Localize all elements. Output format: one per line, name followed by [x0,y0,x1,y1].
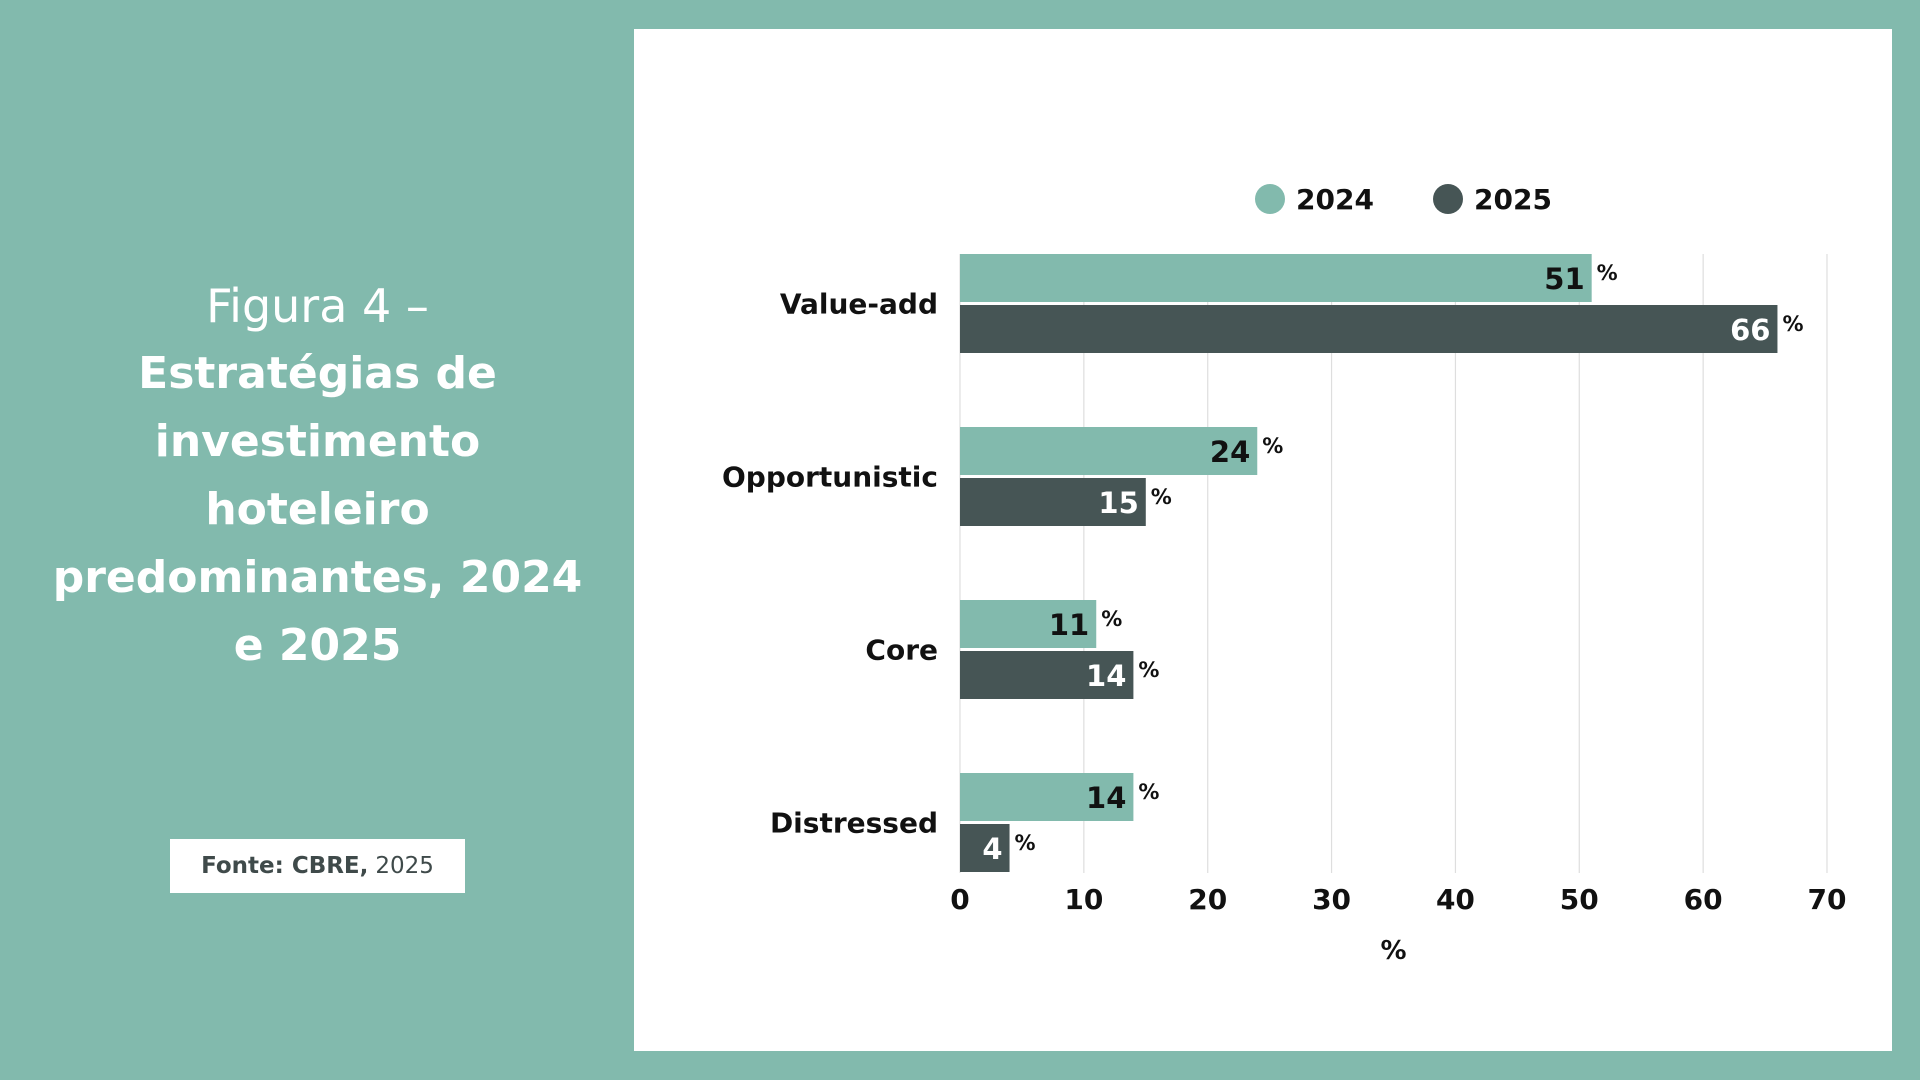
legend-marker-2024 [1255,184,1285,214]
legend-marker-2025 [1433,184,1463,214]
data-label-opportunistic-2025: 15 [1098,486,1138,520]
x-tick-label-0: 0 [950,883,969,916]
bar-distressed-2024 [960,773,1134,821]
data-label-value-add-2025: 66 [1730,313,1770,347]
source-year: 2025 [375,853,434,879]
source-box: Fonte: CBRE, 2025 [170,839,465,893]
figure-title: Figura 4 – Estratégias de investimento h… [40,272,595,680]
x-axis-label: % [1380,936,1406,966]
chart-panel: 2024 2025 Value-add 51% 66% Opportunistic 24% 1… [634,29,1892,1051]
figure-title-text: Estratégias de investimento hoteleiro pr… [52,348,583,671]
data-label-distressed-2024: 14 [1086,781,1126,815]
data-label-distressed-2025: 4 [982,832,1002,866]
data-label-unit-distressed-2025: % [1015,831,1036,855]
data-label-unit-core-2024: % [1101,607,1122,631]
bar-value-add-2024 [960,254,1592,302]
data-label-unit-value-add-2025: % [1782,312,1803,336]
x-tick-label-20: 20 [1188,883,1227,916]
bar-opportunistic-2024 [960,427,1258,475]
data-label-opportunistic-2024: 24 [1210,435,1250,469]
bar-opportunistic-2025 [960,478,1146,526]
data-label-unit-distressed-2024: % [1138,780,1159,804]
x-tick-label-60: 60 [1684,883,1723,916]
data-label-unit-core-2025: % [1138,658,1159,682]
category-label-distressed: Distressed [770,807,938,840]
category-label-value-add: Value-add [780,288,938,321]
x-tick-label-30: 30 [1312,883,1351,916]
bar-chart: 2024 2025 Value-add 51 % 66 % Opportunistic 24 % 1… [722,183,1847,966]
bar-core-2024 [960,600,1097,648]
x-tick-label-40: 40 [1436,883,1475,916]
category-label-core: Core [865,634,938,667]
bar-core-2025 [960,651,1134,699]
data-label-unit-opportunistic-2025: % [1151,485,1172,509]
data-label-core-2024: 11 [1049,608,1089,642]
x-tick-label-10: 10 [1064,883,1103,916]
source-label: Fonte: CBRE, [201,853,369,879]
bar-distressed-2025 [960,824,1010,872]
left-panel: Figura 4 – Estratégias de investimento h… [0,0,634,1080]
data-label-core-2025: 14 [1086,659,1126,693]
category-label-opportunistic: Opportunistic [722,461,938,494]
legend-label-2024: 2024 [1296,183,1374,216]
figure-label: Figura 4 – [206,279,429,333]
x-tick-label-70: 70 [1808,883,1847,916]
bar-value-add-2025 [960,305,1778,353]
data-label-unit-opportunistic-2024: % [1262,434,1283,458]
legend-label-2025: 2025 [1474,183,1552,216]
data-label-unit-value-add-2024: % [1597,261,1618,285]
x-tick-label-50: 50 [1560,883,1599,916]
data-label-value-add-2024: 51 [1544,262,1584,296]
